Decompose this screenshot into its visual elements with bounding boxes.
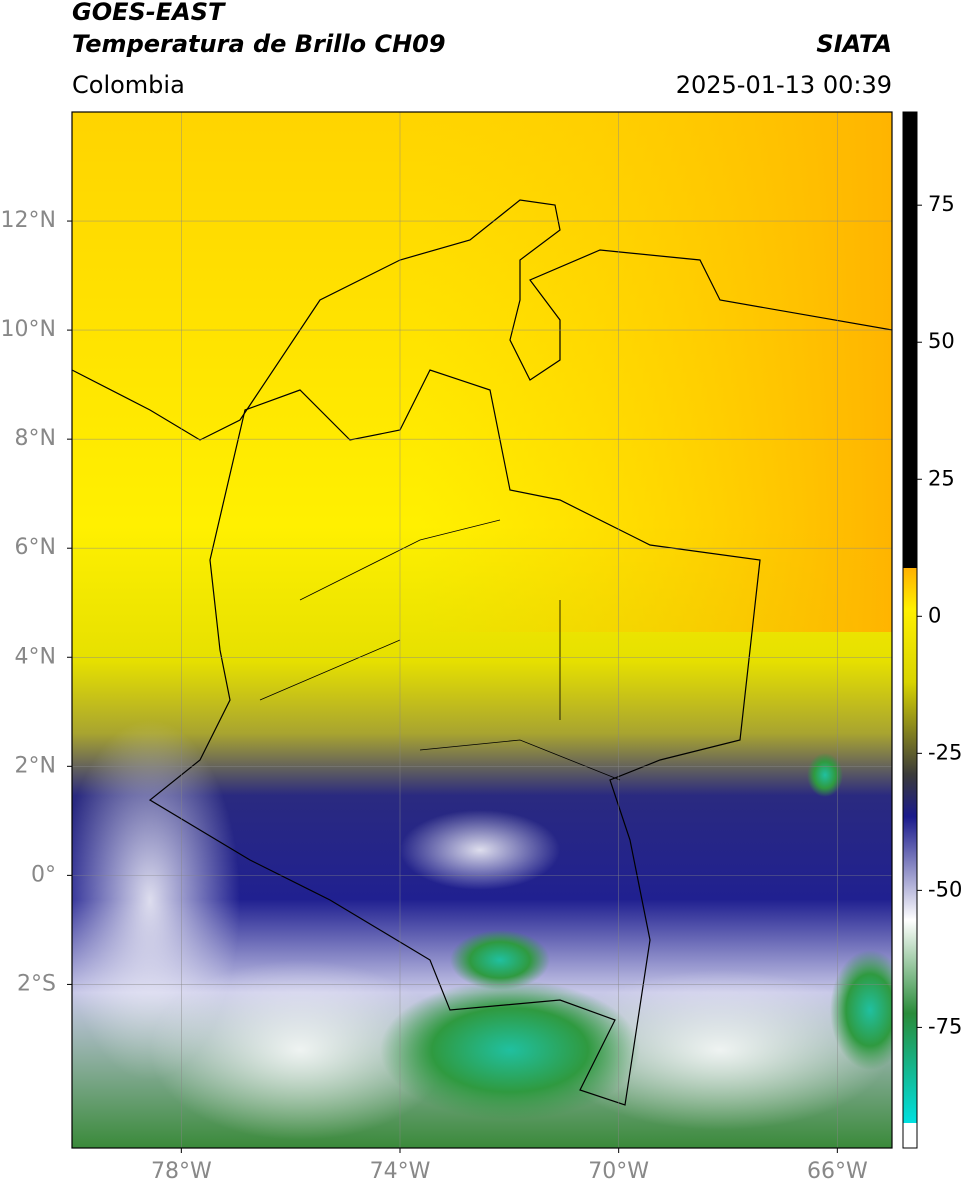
source: SIATA [816,30,892,58]
datetime: 2025-01-13 00:39 [676,71,892,99]
title: GOES-EAST [72,0,226,26]
x-tick-label: 70°W [588,1159,649,1184]
x-tick-label: 74°W [370,1159,431,1184]
colorbar-label: -50 [928,877,962,901]
y-tick-label: 8°N [15,426,56,451]
y-tick-label: 4°N [15,644,56,669]
region: Colombia [72,71,185,99]
colorbar-label: 75 [928,192,955,216]
imagery [72,112,892,1148]
colorbar-label: 25 [928,466,955,490]
subtitle: Temperatura de Brillo CH09 [72,30,446,58]
colorbar-label: 50 [928,329,955,353]
y-tick-label: 2°S [17,971,56,996]
colorbar-label: -25 [928,740,962,764]
y-tick-label: 6°N [15,535,56,560]
y-tick-label: 0° [31,862,56,887]
map-frame [71,111,893,1149]
y-tick-label: 12°N [1,208,56,233]
colorbar [902,111,918,1149]
graticule [72,112,892,1148]
y-tick-label: 10°N [1,317,56,342]
y-tick-label: 2°N [15,753,56,778]
x-tick-label: 66°W [807,1159,868,1184]
colorbar-label: 0 [928,603,941,627]
colorbar-label: -75 [928,1014,962,1038]
x-tick-label: 78°W [151,1159,212,1184]
